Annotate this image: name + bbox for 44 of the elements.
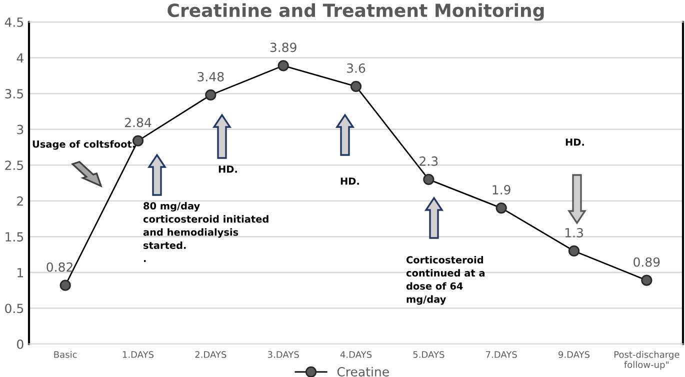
point [641,274,652,286]
data-label: 1.9 [492,185,510,195]
legend-label: Creatine [337,366,389,377]
x-tick-label: 4.DAYS [340,351,372,358]
annotation: Usage of coltsfoot. [32,140,135,150]
annotation: Corticosteroid continued at a dose of 64 mg/day [406,256,485,305]
chart-title: Creatinine and Treatment Monitoring [168,3,544,21]
y-tick-label: 2.5 [5,160,24,170]
y-tick-label: 1 [18,268,23,278]
x-tick-label: 2.DAYS [195,351,226,358]
data-label: 2.84 [125,118,152,128]
point [205,89,216,101]
y-tick-label: 0.5 [5,304,24,314]
annotation: HD. [218,166,237,173]
y-tick-label: 3 [17,124,24,134]
data-label: 3.6 [347,63,366,73]
x-tick-label: 9.DAYS [558,351,590,358]
point [350,80,362,92]
data-label: 3.48 [198,72,224,82]
x-tick-label: 7.DAYS [486,351,517,358]
y-tick-label: 4 [16,53,24,63]
annotation: HD. [340,178,359,185]
x-tick-label: 1.DAYS [122,351,154,358]
y-tick-label: 2 [17,196,23,206]
data-label: 0.82 [46,262,72,272]
point [423,174,434,185]
point [568,245,580,257]
y-tick-label: 1.5 [6,232,24,242]
x-tick-label: Post-discharge follow-up" [614,350,680,370]
point [60,280,71,291]
data-label: 0.89 [634,257,660,267]
point [496,202,507,214]
x-tick-label: 3.DAYS [268,351,299,358]
annotation: HD. [566,138,584,146]
data-label: 2.3 [420,156,438,166]
annotation: 80 mg/day corticosteroid initiated and hemodialysis started. . [143,202,268,262]
point [278,60,289,72]
x-tick-label: Basic [54,350,77,358]
y-tick-label: 4.5 [4,18,24,27]
data-label: 1.3 [565,228,583,238]
x-tick-label: 5.DAYS [413,351,444,358]
data-label: 3.89 [270,42,296,52]
y-tick-label: 3.5 [5,89,24,98]
y-tick-label: 0 [17,339,24,349]
